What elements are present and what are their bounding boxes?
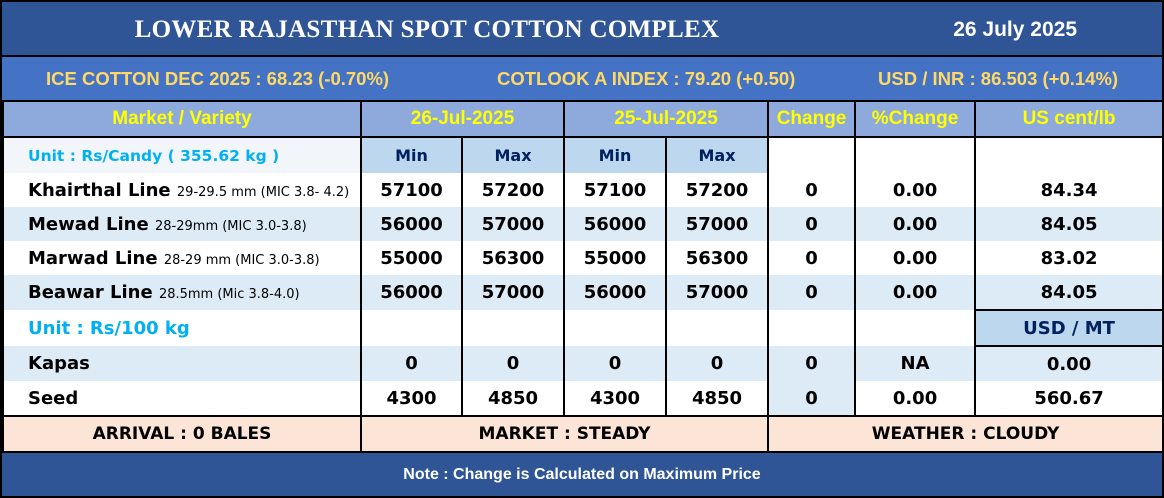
variety-label: Khairthal Line [28,179,171,201]
min-label: Min [563,137,668,173]
cell-min2: 56000 [563,207,668,241]
cell-min1: 56000 [360,275,463,310]
cell-min1: 4300 [360,381,463,416]
cell-us: 84.05 [974,207,1164,241]
variety-name: Seed [2,381,362,416]
arrival: ARRIVAL : 0 BALES [2,415,362,453]
col-market: Market / Variety [2,102,362,138]
col-change: Change [767,102,857,138]
cell-max2: 0 [665,346,770,381]
cell-us: 560.67 [974,381,1164,416]
cell-max1: 56300 [460,241,566,275]
cell-max1: 57000 [460,275,566,310]
market-status: MARKET : STEADY [359,415,770,453]
cell-change: 0 [767,346,857,381]
variety-name: Khairthal Line 29-29.5 mm (MIC 3.8- 4.2) [2,173,362,207]
variety-name: Beawar Line 28.5mm (Mic 3.8-4.0) [2,275,362,310]
cell-min2: 55000 [563,241,668,275]
max-label: Max [460,137,566,173]
cell-max2: 56300 [665,241,770,275]
cell-max1: 0 [460,346,566,381]
variety-name: Marwad Line 28-29 mm (MIC 3.0-3.8) [2,241,362,275]
cell-pct: 0.00 [854,275,977,310]
variety-name: Kapas [2,346,362,381]
variety-label: Mewad Line [28,213,149,235]
cotlook-index: COTLOOK A INDEX : 79.20 (+0.50) [497,67,796,89]
cell-change: 0 [767,207,857,241]
cell-max2: 57200 [665,173,770,207]
report-date: 26 July 2025 [953,18,1077,41]
table-row: Beawar Line 28.5mm (Mic 3.8-4.0) 56000 570… [2,275,1164,310]
cell-max2: 4850 [665,381,770,416]
variety-name: Mewad Line 28-29mm (MIC 3.0-3.8) [2,207,362,241]
variety-label: Seed [28,387,79,409]
unit-candy: Unit : Rs/Candy ( 355.62 kg ) [2,137,362,173]
table-row: Seed 4300 4850 4300 4850 0 0.00 560.67 [2,381,1164,416]
table-row: Mewad Line 28-29mm (MIC 3.0-3.8) 56000 570… [2,207,1164,241]
cell-change: 0 [767,381,857,416]
variety-spec: 29-29.5 mm (MIC 3.8- 4.2) [176,184,350,200]
cell-min1: 56000 [360,207,463,241]
col-date1: 26-Jul-2025 [359,102,566,138]
note: Note : Change is Calculated on Maximum P… [2,453,1162,496]
cell-min1: 57100 [360,173,463,207]
cell-pct: 0.00 [854,241,977,275]
cell-max2: 57000 [665,275,770,310]
report-title: LOWER RAJASTHAN SPOT COTTON COMPLEX [134,16,720,43]
cell-pct: 0.00 [854,207,977,241]
max-label: Max [665,137,770,173]
col-date2: 25-Jul-2025 [563,102,770,138]
cell-min2: 57100 [563,173,668,207]
cell-change: 0 [767,275,857,310]
cell-min2: 0 [563,346,668,381]
table-row: Kapas 0 0 0 0 0 NA 0.00 [2,346,1164,381]
cell-us: 0.00 [974,346,1164,381]
cell-min1: 55000 [360,241,463,275]
ice-cotton: ICE COTTON DEC 2025 : 68.23 (-0.70%) [46,67,390,89]
cell-min1: 0 [360,346,463,381]
title-bar: LOWER RAJASTHAN SPOT COTTON COMPLEX 26 J… [2,2,1162,57]
cell-max1: 57200 [460,173,566,207]
variety-spec: 28-29 mm (MIC 3.0-3.8) [163,252,320,268]
market-ticker: ICE COTTON DEC 2025 : 68.23 (-0.70%) COT… [2,57,1162,102]
usd-mt-label: USD / MT [974,309,1164,347]
cell-change: 0 [767,241,857,275]
header-row: Market / Variety 26-Jul-2025 25-Jul-2025… [2,102,1164,138]
table-row: Marwad Line 28-29 mm (MIC 3.0-3.8) 55000 5… [2,241,1164,275]
cell-change: 0 [767,173,857,207]
usd-inr: USD / INR : 86.503 (+0.14%) [878,67,1119,89]
variety-label: Kapas [28,353,90,374]
footer-row: ARRIVAL : 0 BALES MARKET : STEADY WEATHE… [2,415,1164,453]
cell-pct: NA [854,346,977,381]
cell-us: 84.05 [974,275,1164,310]
cell-min2: 56000 [563,275,668,310]
unit-100kg: Unit : Rs/100 kg [2,310,362,346]
unit-row: Unit : Rs/100 kg USD / MT [2,309,1164,347]
cell-max1: 57000 [460,207,566,241]
min-label: Min [360,137,463,173]
variety-spec: 28.5mm (Mic 3.8-4.0) [158,287,300,302]
subheader-row: Unit : Rs/Candy ( 355.62 kg ) Min Max Mi… [2,137,1164,173]
table-row: Khairthal Line 29-29.5 mm (MIC 3.8- 4.2)… [2,173,1164,207]
cell-min2: 4300 [563,381,668,416]
variety-spec: 28-29mm (MIC 3.0-3.8) [155,218,307,234]
cell-us: 84.34 [974,173,1164,207]
col-pct-change: %Change [854,102,977,138]
cell-max2: 57000 [665,207,770,241]
cell-pct: 0.00 [854,173,977,207]
col-us-cent: US cent/lb [974,102,1164,138]
weather: WEATHER : CLOUDY [767,415,1164,453]
variety-label: Beawar Line [28,282,153,303]
price-table: Market / Variety 26-Jul-2025 25-Jul-2025… [2,102,1164,453]
cell-pct: 0.00 [854,381,977,416]
cell-us: 83.02 [974,241,1164,275]
cell-max1: 4850 [460,381,566,416]
variety-label: Marwad Line [28,247,158,269]
